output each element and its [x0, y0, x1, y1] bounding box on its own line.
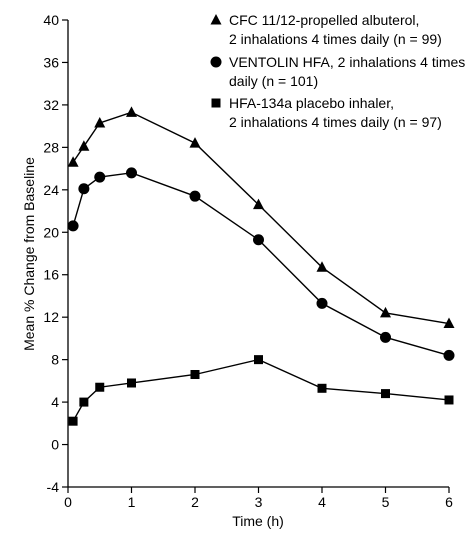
data-point-triangle	[78, 140, 90, 151]
x-tick-label: 1	[128, 494, 136, 510]
legend-marker-triangle-icon	[210, 14, 222, 25]
data-point-triangle	[189, 137, 201, 148]
y-tick-label: 20	[43, 224, 59, 240]
series-circle	[67, 167, 455, 361]
x-tick-label: 2	[191, 494, 199, 510]
legend-entry-triangle: CFC 11/12-propelled albuterol, 2 inhalati…	[210, 12, 442, 47]
data-point-square	[127, 378, 136, 388]
series-square	[68, 355, 454, 426]
data-point-circle	[126, 167, 137, 179]
data-point-circle	[443, 349, 455, 361]
y-tick-label: 16	[43, 267, 59, 283]
data-point-circle	[189, 190, 201, 202]
series-triangle	[67, 106, 455, 329]
data-point-square	[317, 383, 327, 393]
x-axis-title: Time (h)	[232, 513, 284, 529]
chart-legend: CFC 11/12-propelled albuterol, 2 inhalati…	[210, 12, 465, 130]
data-point-circle	[380, 331, 391, 343]
data-point-square	[381, 389, 390, 399]
data-point-triangle	[67, 156, 79, 167]
y-tick-label: 4	[51, 394, 59, 410]
y-tick-label: 8	[51, 352, 59, 368]
y-tick-label: 24	[43, 182, 59, 198]
x-tick-label: 4	[318, 494, 326, 510]
data-point-triangle	[443, 317, 455, 329]
data-point-square	[444, 395, 454, 405]
data-point-circle	[316, 297, 328, 309]
legend-label: CFC 11/12-propelled albuterol,	[229, 12, 419, 28]
y-tick-label: 36	[43, 54, 59, 70]
series-line	[72, 172, 450, 357]
data-point-square	[95, 382, 105, 392]
data-point-triangle	[94, 116, 106, 128]
y-tick-label: 40	[43, 12, 59, 28]
data-point-square	[68, 416, 78, 426]
y-tick-label: 28	[43, 139, 59, 155]
legend-label: daily (n = 101)	[229, 73, 318, 89]
x-tick-label: 3	[255, 494, 263, 510]
data-point-circle	[78, 183, 90, 195]
data-point-circle	[94, 171, 106, 183]
data-point-triangle	[316, 261, 328, 272]
y-tick-label: -4	[47, 479, 60, 495]
legend-marker-circle-icon	[210, 56, 222, 68]
data-point-circle	[253, 234, 264, 246]
chart-series	[67, 106, 455, 426]
legend-marker-square-icon	[211, 98, 221, 108]
y-tick-label: 12	[43, 309, 59, 325]
y-tick-label: 0	[51, 437, 59, 453]
legend-label: 2 inhalations 4 times daily (n = 99)	[229, 31, 442, 47]
legend-label: VENTOLIN HFA, 2 inhalations 4 times	[229, 54, 465, 70]
legend-entry-circle: VENTOLIN HFA, 2 inhalations 4 times daily…	[210, 54, 465, 89]
data-point-triangle	[253, 198, 264, 210]
x-tick-label: 5	[382, 494, 390, 510]
y-axis-title: Mean % Change from Baseline	[21, 157, 37, 351]
data-point-triangle	[126, 106, 137, 117]
legend-label: 2 inhalations 4 times daily (n = 97)	[229, 114, 442, 130]
legend-label: HFA-134a placebo inhaler,	[229, 95, 394, 111]
series-line	[72, 111, 450, 325]
series-line	[72, 358, 450, 422]
y-tick-label: 32	[43, 97, 59, 113]
x-tick-label: 6	[445, 494, 453, 510]
data-point-circle	[67, 220, 79, 232]
data-point-square	[254, 355, 263, 365]
data-point-square	[190, 369, 200, 379]
data-point-triangle	[380, 306, 391, 318]
data-point-square	[79, 397, 89, 407]
legend-entry-square: HFA-134a placebo inhaler, 2 inhalations 4…	[211, 95, 442, 130]
x-tick-label: 0	[64, 494, 72, 510]
